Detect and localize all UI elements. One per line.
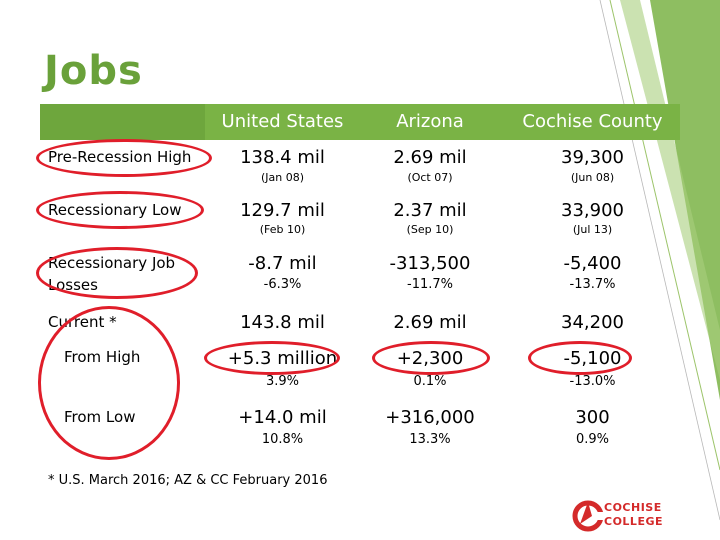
header-united-states: United States (221, 111, 344, 132)
header-cochise-county: Cochise County (522, 111, 663, 132)
cc-pre-recession-high-date: (Jun 08) (570, 171, 615, 184)
us-from-low: +14.0 mil (238, 407, 327, 428)
cc-recessionary-low-date: (Jul 13) (572, 223, 613, 236)
az-from-low: +316,000 (385, 407, 475, 428)
logo-text-line2: COLLEGE (604, 515, 663, 528)
az-from-low-pct: 13.3% (409, 432, 451, 447)
cochise-college-logo-icon (572, 500, 604, 532)
az-job-losses-pct: -11.7% (407, 277, 453, 292)
annotation-oval-us-from-high (204, 341, 340, 375)
table-header-bar (40, 104, 680, 140)
us-recessionary-low: 129.7 mil (240, 200, 325, 221)
slide-title: Jobs (44, 48, 143, 94)
az-job-losses: -313,500 (389, 253, 471, 274)
annotation-oval-job-losses (36, 247, 198, 299)
footnote: * U.S. March 2016; AZ & CC February 2016 (48, 473, 328, 488)
cc-from-low-pct: 0.9% (575, 432, 610, 447)
us-current: 143.8 mil (240, 312, 325, 333)
cc-pre-recession-high: 39,300 (561, 147, 624, 168)
annotation-oval-cc-from-high (528, 341, 632, 375)
us-recessionary-low-date: (Feb 10) (259, 223, 306, 236)
cc-from-high-pct: -13.0% (569, 374, 616, 389)
us-pre-recession-high: 138.4 mil (240, 147, 325, 168)
annotation-oval-az-from-high (372, 341, 490, 375)
us-job-losses-pct: -6.3% (263, 277, 302, 292)
az-current: 2.69 mil (393, 312, 467, 333)
annotation-oval-recessionary-low (36, 191, 204, 229)
annotation-oval-pre-recession-high (36, 139, 212, 177)
us-from-low-pct: 10.8% (261, 432, 304, 447)
az-from-high-pct: 0.1% (413, 374, 447, 389)
table-header-corner (40, 104, 205, 140)
az-recessionary-low-date: (Sep 10) (406, 223, 454, 236)
logo-text-line1: COCHISE (604, 501, 662, 514)
cc-current: 34,200 (561, 312, 624, 333)
az-recessionary-low: 2.37 mil (393, 200, 467, 221)
az-pre-recession-high: 2.69 mil (393, 147, 467, 168)
us-pre-recession-high-date: (Jan 08) (260, 171, 305, 184)
cc-job-losses-pct: -13.7% (569, 277, 616, 292)
header-arizona: Arizona (396, 111, 464, 132)
annotation-oval-current (38, 306, 180, 460)
us-from-high-pct: 3.9% (265, 374, 300, 389)
cc-recessionary-low: 33,900 (561, 200, 624, 221)
us-job-losses: -8.7 mil (248, 253, 317, 274)
az-pre-recession-high-date: (Oct 07) (407, 171, 453, 184)
cc-job-losses: -5,400 (563, 253, 622, 274)
cc-from-low: 300 (575, 407, 610, 428)
